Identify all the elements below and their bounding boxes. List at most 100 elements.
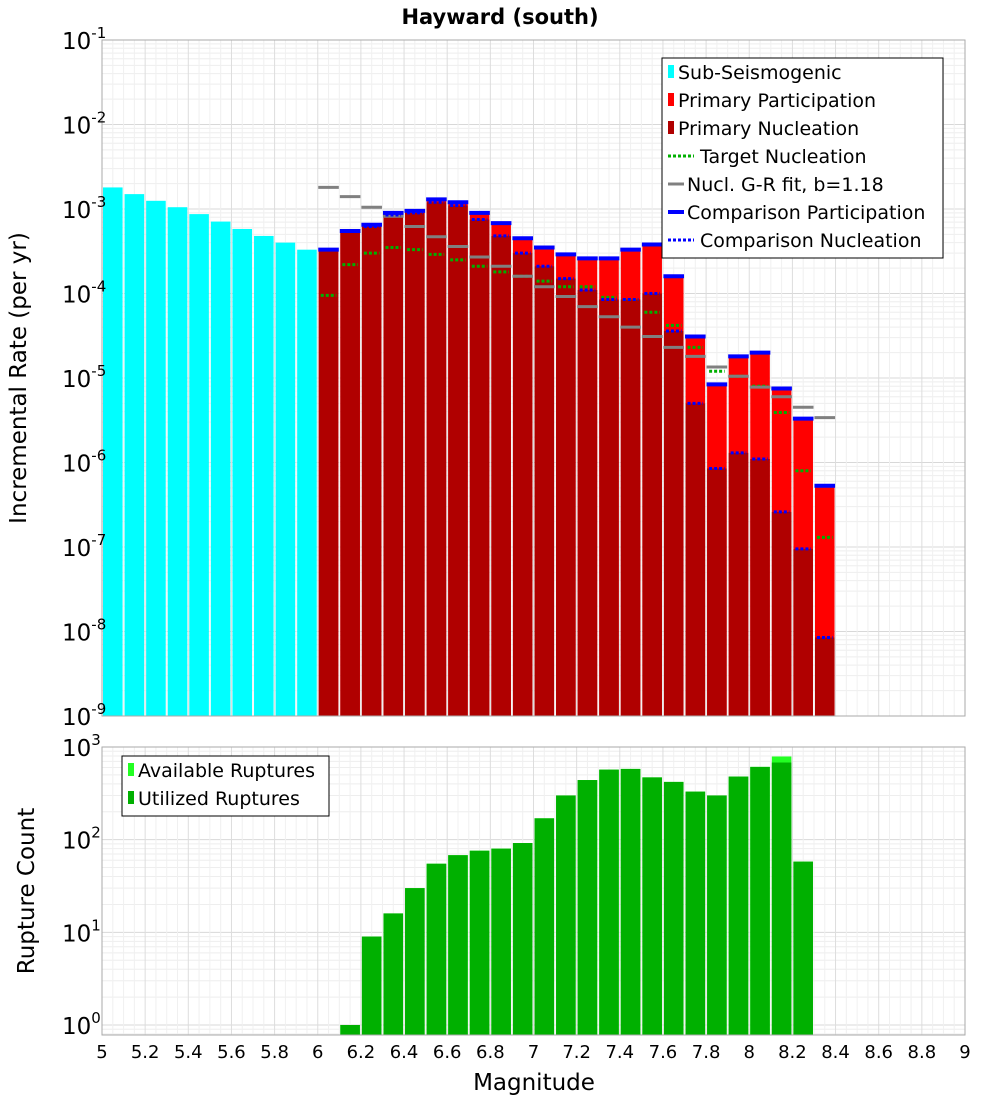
y-tick-label: 102 xyxy=(62,824,101,855)
data-layer xyxy=(340,756,813,1035)
bar xyxy=(534,818,555,1035)
bar xyxy=(426,863,447,1035)
y-tick-labels: 103 102 101 100 xyxy=(62,731,101,1040)
bar xyxy=(254,235,274,716)
bar xyxy=(361,936,382,1035)
x-tick-labels: 5 5.2 5.4 5.6 5.8 6 6.2 6.4 6.6 6.8 7 7.2 7.4 7.6 7.8 8… xyxy=(96,1042,970,1063)
bar xyxy=(577,290,598,716)
bar xyxy=(103,187,123,716)
y-tick-label: 10-3 xyxy=(62,193,106,224)
y-tick-label: 10-1 xyxy=(62,24,106,55)
x-axis-label: Magnitude xyxy=(473,1070,595,1096)
y-tick-labels: 10-1 10-2 10-3 10-4 10-5 10-6 10-7 10-8 10-9 xyxy=(62,24,106,731)
x-tick-label: 5.2 xyxy=(131,1042,160,1063)
bar xyxy=(750,766,770,1035)
bar xyxy=(275,242,296,716)
legend-label: Sub-Seismogenic xyxy=(678,62,842,84)
plots-group: 10-1 10-2 10-3 10-4 10-5 10-6 10-7 10-8 10-9 Sub-… xyxy=(62,24,971,1063)
x-tick-label: 8.4 xyxy=(821,1042,850,1063)
bar xyxy=(232,228,253,716)
x-tick-label: 8.2 xyxy=(778,1042,807,1063)
bar xyxy=(167,207,188,716)
series-utilized-ruptures xyxy=(340,762,813,1035)
bar xyxy=(642,777,662,1035)
legend-item-nucl-g-r-fit-b-1-18: Nucl. G-R fit, b=1.18 xyxy=(668,174,884,196)
bar xyxy=(556,278,576,716)
x-tick-label: 7.8 xyxy=(692,1042,721,1063)
legend-label: Available Ruptures xyxy=(138,760,315,782)
x-tick-label: 8 xyxy=(744,1042,755,1063)
x-tick-label: 8.6 xyxy=(864,1042,893,1063)
plot-frame xyxy=(101,39,966,717)
legend-item-utilized-ruptures: Utilized Ruptures xyxy=(128,788,300,810)
legend-item-comparison-nucleation: Comparison Nucleation xyxy=(668,230,922,252)
bar xyxy=(512,843,533,1035)
legend-label: Nucl. G-R fit, b=1.18 xyxy=(687,174,884,196)
legend-item-target-nucleation: Target Nucleation xyxy=(668,146,867,168)
bar xyxy=(814,637,835,716)
legend-label: Comparison Nucleation xyxy=(700,230,922,252)
plot-frame xyxy=(101,746,966,1036)
bar xyxy=(771,511,792,716)
x-tick-label: 5.6 xyxy=(217,1042,246,1063)
bar xyxy=(361,226,382,716)
bar xyxy=(297,249,317,716)
bar xyxy=(707,795,727,1035)
bar xyxy=(620,768,641,1035)
bar xyxy=(534,266,555,716)
bar xyxy=(750,459,770,716)
series-primary-nucleation xyxy=(318,202,835,716)
x-tick-label: 6.2 xyxy=(347,1042,376,1063)
bar xyxy=(793,861,813,1035)
y-tick-label: 103 xyxy=(62,731,101,762)
series-comparison-participation xyxy=(318,197,836,488)
data-layer xyxy=(103,185,836,716)
legend: Available Ruptures Utilized Ruptures xyxy=(121,755,330,817)
x-tick-label: 6 xyxy=(312,1042,323,1063)
legend-box xyxy=(121,755,330,817)
bar xyxy=(556,795,576,1035)
y-tick-label: 10-2 xyxy=(62,109,106,140)
bar xyxy=(146,200,166,716)
x-tick-label: 7.4 xyxy=(605,1042,634,1063)
bar xyxy=(383,214,404,716)
legend-item-sub-seismogenic: Sub-Seismogenic xyxy=(668,62,842,84)
bar xyxy=(405,888,425,1035)
bar xyxy=(469,219,490,716)
legend-item-comparison-participation: Comparison Participation xyxy=(668,202,925,224)
legend-item-available-ruptures: Available Ruptures xyxy=(128,760,315,782)
bar xyxy=(577,780,598,1035)
bar xyxy=(210,221,231,716)
y-tick-label: 10-8 xyxy=(62,616,106,647)
y-tick-label: 10-9 xyxy=(62,700,106,731)
bar xyxy=(685,403,706,716)
bar xyxy=(405,212,425,716)
bar xyxy=(728,776,749,1035)
bar xyxy=(340,230,360,716)
bar xyxy=(685,791,706,1035)
legend-label: Utilized Ruptures xyxy=(138,788,300,810)
legend: Sub-Seismogenic Primary Participation Prim… xyxy=(661,57,944,259)
legend-swatch xyxy=(668,65,674,78)
plot-rate: 10-1 10-2 10-3 10-4 10-5 10-6 10-7 10-8 10-9 Sub-… xyxy=(62,24,966,731)
x-tick-label: 5 xyxy=(96,1042,107,1063)
bar xyxy=(707,468,727,716)
bar xyxy=(728,452,749,716)
bar xyxy=(512,253,533,716)
legend-item-primary-nucleation: Primary Nucleation xyxy=(668,118,859,140)
bar xyxy=(771,762,792,1035)
bar xyxy=(620,299,641,716)
x-tick-label: 5.8 xyxy=(260,1042,289,1063)
bar xyxy=(793,548,813,716)
legend-label: Target Nucleation xyxy=(699,146,867,168)
y-tick-label: 100 xyxy=(62,1009,101,1040)
bar xyxy=(340,1025,360,1035)
chart-title: Hayward (south) xyxy=(401,5,598,29)
bar xyxy=(448,855,468,1035)
legend-item-primary-participation: Primary Participation xyxy=(668,90,876,112)
bar xyxy=(124,194,145,716)
x-tick-label: 6.8 xyxy=(476,1042,505,1063)
